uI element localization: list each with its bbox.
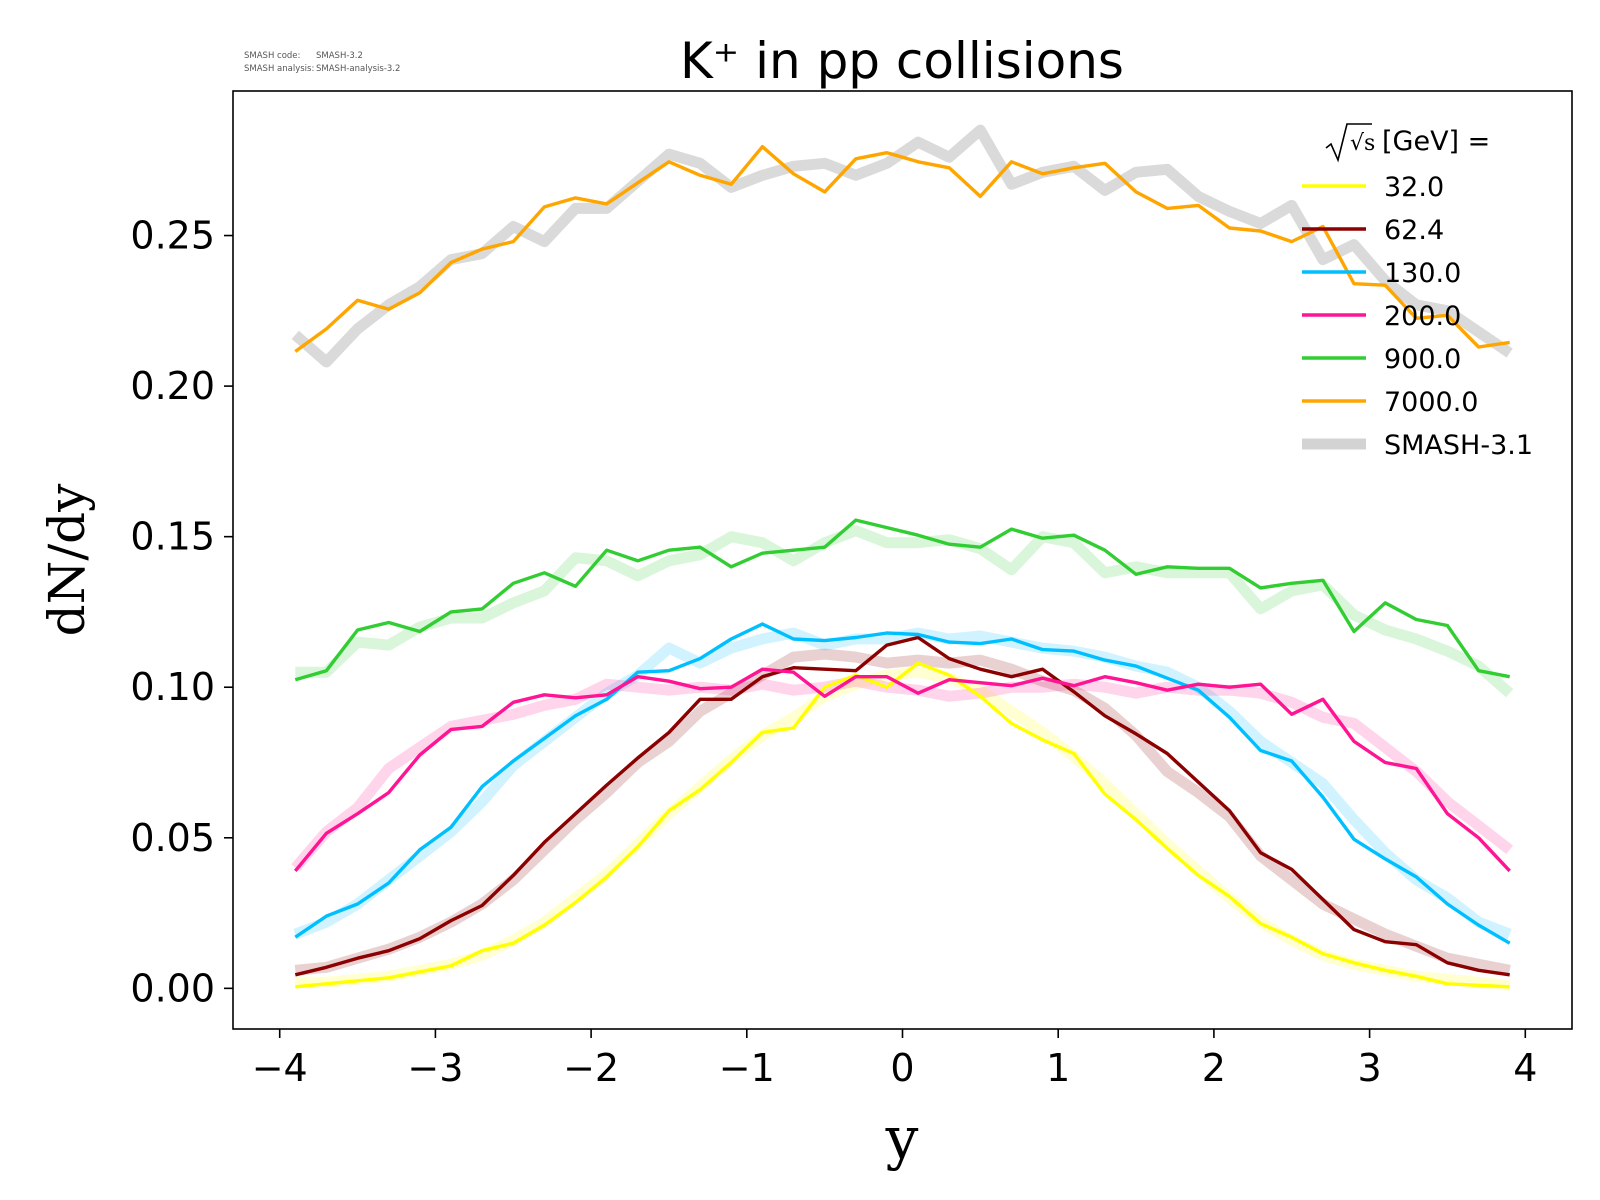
x-tick-label: −2 — [563, 1046, 619, 1090]
legend-entry-7000.0: 7000.0 — [1302, 387, 1478, 418]
legend-entry-130.0: 130.0 — [1302, 258, 1461, 289]
legend: √s [GeV] = 32.0 62.4 130.0 200.0 900.0 7000.0… — [1302, 123, 1533, 461]
legend-entry-62.4: 62.4 — [1302, 215, 1444, 246]
legend-entries: 32.0 62.4 130.0 200.0 900.0 7000.0 SMASH-3.1 — [1302, 172, 1533, 461]
legend-title: √s [GeV] = — [1325, 123, 1490, 163]
x-axis: −4 −3 −2 −1 0 1 2 3 4 — [252, 1029, 1537, 1090]
y-tick-label: 0.00 — [130, 966, 215, 1010]
x-tick-label: −1 — [719, 1046, 775, 1090]
analysis-value: SMASH-analysis-3.2 — [316, 64, 400, 74]
x-tick-label: 1 — [1046, 1046, 1070, 1090]
legend-label: 900.0 — [1384, 344, 1461, 375]
y-axis: 0.00 0.05 0.10 0.15 0.20 0.25 — [130, 214, 233, 1010]
series-line-62.4 — [294, 635, 1510, 977]
x-tick-label: −3 — [407, 1046, 463, 1090]
legend-entry-32.0: 32.0 — [1302, 172, 1444, 203]
series-line-200.0 — [293, 667, 1511, 873]
legend-label: 130.0 — [1384, 258, 1461, 289]
legend-title-prefix: √s — [1350, 131, 1375, 156]
y-tick-label: 0.15 — [130, 515, 215, 559]
x-tick-label: −4 — [252, 1046, 308, 1090]
series-line-32.0 — [295, 661, 1510, 989]
x-tick-label: 4 — [1513, 1046, 1537, 1090]
legend-label: 200.0 — [1384, 301, 1461, 332]
x-tick-label: 3 — [1357, 1046, 1381, 1090]
y-tick-label: 0.20 — [130, 364, 215, 408]
y-tick-label: 0.25 — [130, 214, 215, 258]
series-line-7000.0 — [294, 144, 1510, 353]
legend-label: 62.4 — [1384, 215, 1444, 246]
legend-label: SMASH-3.1 — [1384, 430, 1533, 461]
legend-label: 7000.0 — [1384, 387, 1478, 418]
reference-line-900.0 — [295, 525, 1514, 698]
reference-line-200.0 — [291, 675, 1514, 872]
reference-line-130.0 — [293, 627, 1512, 940]
y-tick-label: 0.05 — [130, 816, 215, 860]
y-tick-label: 0.10 — [130, 665, 215, 709]
x-axis-label: y — [885, 1104, 919, 1172]
legend-title-suffix: [GeV] = — [1382, 126, 1490, 157]
code-value: SMASH-3.2 — [316, 51, 363, 61]
sqrt-icon — [1325, 123, 1372, 163]
legend-entry-900.0: 900.0 — [1302, 344, 1461, 375]
y-axis-label: dN/dy — [38, 483, 96, 637]
series-line-130.0 — [294, 622, 1511, 945]
chart-title: K⁺ in pp collisions — [680, 32, 1124, 90]
analysis-label: SMASH analysis: — [244, 64, 314, 74]
x-tick-label: 2 — [1202, 1046, 1226, 1090]
legend-label: 32.0 — [1384, 172, 1444, 203]
smash-version-info: SMASH code: SMASH-3.2 SMASH analysis: SM… — [244, 51, 400, 74]
x-tick-label: 0 — [890, 1046, 914, 1090]
series-group — [293, 144, 1511, 989]
legend-entry-SMASH-3.1: SMASH-3.1 — [1302, 430, 1533, 461]
code-label: SMASH code: — [244, 51, 300, 61]
series-line-900.0 — [294, 518, 1511, 682]
legend-entry-200.0: 200.0 — [1302, 301, 1461, 332]
